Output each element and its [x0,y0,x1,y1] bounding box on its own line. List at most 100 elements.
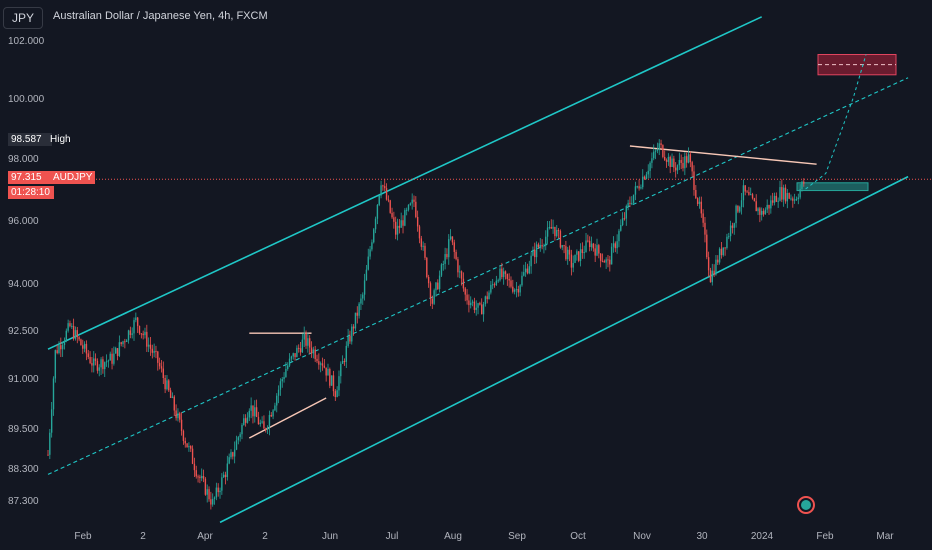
candle-body [519,285,521,293]
candle-body [138,325,141,334]
candle-body [107,360,110,362]
y-tick-label: 102.000 [8,36,45,47]
candle-body [316,358,318,362]
candle-body [382,185,384,187]
candle-body [669,156,671,168]
candle-body [427,276,430,284]
candle-body [468,300,470,306]
symbol-search-box[interactable]: JPY [3,7,44,29]
candle-body [501,268,503,278]
candle-body [702,213,704,223]
candle-body [144,331,146,336]
candle-body [332,375,335,392]
candle-body [257,416,260,425]
candle-body [125,340,128,343]
candle-body [629,202,631,204]
candle-body [91,363,93,366]
candle-body [475,307,477,310]
candle-body [312,349,315,354]
candle-body [270,415,272,417]
candle-body [365,269,368,281]
candle-body [52,378,55,410]
candle-body [416,216,419,227]
candle-body [268,415,271,428]
candle-body [739,207,741,212]
candle-body [404,210,406,226]
candle-body [201,476,203,479]
candle-body [803,181,805,184]
candle-body [550,226,552,229]
candle-body [537,244,540,248]
candle-body [673,158,675,168]
candle-body [338,376,340,391]
candle-body [484,296,487,305]
candle-body [305,332,307,346]
candle-body [744,185,746,192]
candle-body [718,248,721,263]
candle-body [47,454,49,456]
candle-body [437,282,439,290]
candle-body [574,254,576,263]
candle-body [658,143,660,150]
candle-body [653,151,655,159]
candle-body [362,294,364,299]
candle-body [431,298,433,304]
candle-body [352,326,355,329]
candle-body [380,185,382,196]
candle-body [534,249,536,258]
candle-body [729,225,732,237]
candle-body [762,210,765,215]
candle-body [759,208,761,215]
candle-body [330,375,333,386]
candle-body [221,477,223,491]
candle-body [587,240,589,242]
candle-body [356,312,358,316]
candle-body [740,200,743,208]
candle-body [314,349,316,359]
candle-body [243,418,245,425]
candle-body [67,323,69,331]
candle-body [265,428,267,430]
candle-body [799,188,801,198]
candle-body [389,200,391,213]
candle-body [301,339,304,353]
candle-body [700,201,703,214]
candle-body [620,225,622,231]
candle-body [784,187,787,202]
candle-body [294,353,296,358]
candle-body [393,217,395,222]
candle-body [610,246,613,265]
candle-body [124,341,126,343]
channel-mid-line [47,77,909,475]
candle-body [733,223,735,228]
candle-body [212,499,214,505]
candle-body [625,206,627,219]
last-price-tag: 97.315 [8,171,54,184]
candle-body [770,200,772,209]
candle-body [310,347,313,354]
candle-body [535,244,538,258]
candle-body [329,369,331,386]
candle-body [728,236,730,238]
candle-body [272,410,274,417]
candle-body [371,242,373,250]
candle-body [217,487,219,493]
candle-body [605,259,607,263]
candle-body [206,489,208,495]
candle-body [750,194,752,196]
candle-body [374,218,377,230]
candle-body [244,418,247,423]
candle-body [493,284,496,286]
candle-body [327,369,329,376]
candle-body [546,227,549,237]
candle-body [517,289,520,293]
candle-body [133,320,135,334]
candle-body [385,188,388,200]
candle-body [497,280,499,282]
candle-body [224,474,227,478]
candle-body [698,201,701,204]
candle-body [299,348,302,353]
candle-body [693,171,695,190]
candle-body [367,256,369,270]
